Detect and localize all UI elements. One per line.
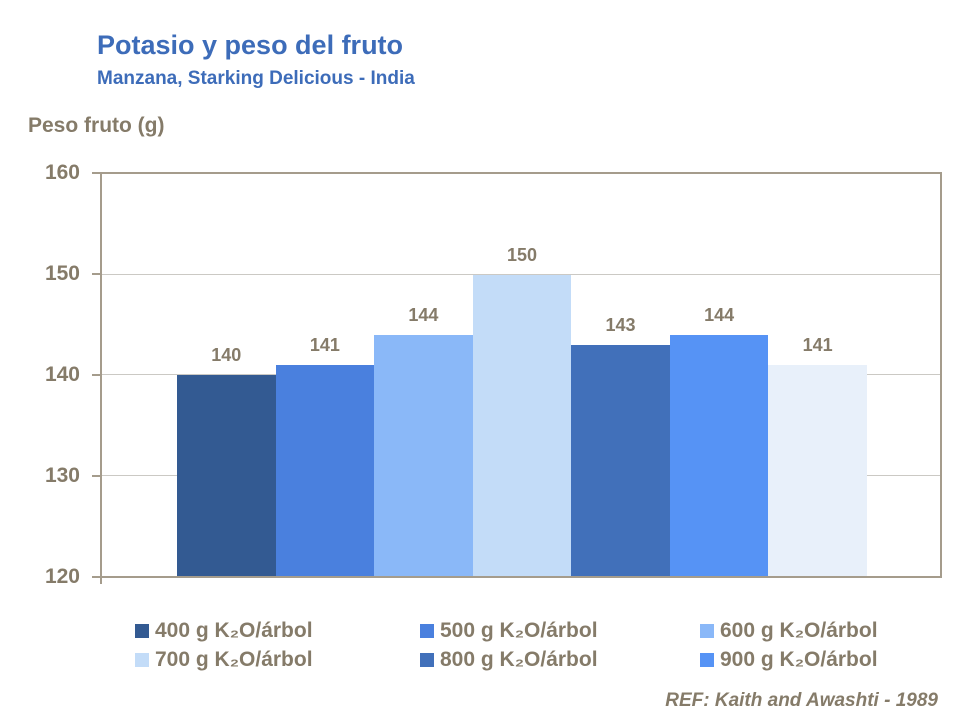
bar-600g bbox=[374, 334, 473, 576]
y-axis-label-130: 130 bbox=[44, 464, 80, 487]
y-axis-label-160: 160 bbox=[44, 161, 80, 184]
bar-value-label-1: 140 bbox=[211, 345, 242, 365]
bar-value-label-6: 144 bbox=[704, 304, 735, 325]
bar-800g bbox=[571, 344, 670, 576]
bar-400g bbox=[177, 375, 276, 576]
y-axis-label-140: 140 bbox=[44, 363, 80, 386]
legend-swatch bbox=[135, 624, 149, 638]
bar-value-label-2: 141 bbox=[309, 334, 340, 355]
bar-700g bbox=[472, 274, 572, 576]
legend-label: 400 g K₂O/árbol bbox=[155, 619, 313, 642]
gridline-150 bbox=[102, 273, 940, 275]
legend-item-400g: 400 g K₂O/árbol bbox=[135, 619, 313, 643]
legend-item-600g: 600 g K₂O/árbol bbox=[700, 619, 878, 643]
y-axis-label-150: 150 bbox=[44, 262, 80, 285]
legend-item-700g: 700 g K₂O/árbol bbox=[135, 648, 313, 672]
legend-swatch bbox=[420, 653, 434, 667]
chart-title: Potasio y peso del fruto bbox=[97, 30, 404, 60]
bar-7 bbox=[768, 364, 867, 576]
reference-text: REF: Kaith and Awashti - 1989 bbox=[665, 690, 938, 711]
legend-label: 600 g K₂O/árbol bbox=[720, 619, 878, 642]
y-axis-title: Peso fruto (g) bbox=[28, 114, 165, 137]
y-axis-tick-120 bbox=[92, 576, 100, 578]
y-axis-tick-130 bbox=[92, 475, 100, 477]
x-axis-corner-tick bbox=[100, 577, 102, 584]
y-axis-tick-160 bbox=[92, 172, 100, 174]
y-axis-tick-150 bbox=[92, 273, 100, 275]
bar-value-label-5: 143 bbox=[605, 314, 636, 335]
legend-swatch bbox=[700, 653, 714, 667]
legend-swatch bbox=[700, 624, 714, 638]
bar-500g bbox=[275, 364, 375, 576]
plot-area: 140 141 144 150 143 144 141 bbox=[100, 172, 942, 578]
chart-subtitle: Manzana, Starking Delicious - India bbox=[97, 68, 415, 89]
bar-value-label-3: 144 bbox=[408, 304, 439, 325]
legend-label: 700 g K₂O/árbol bbox=[155, 648, 313, 671]
legend-label: 500 g K₂O/árbol bbox=[440, 619, 598, 642]
legend-swatch bbox=[420, 624, 434, 638]
bar-900g bbox=[669, 334, 769, 576]
legend-label: 900 g K₂O/árbol bbox=[720, 648, 878, 671]
legend-item-800g: 800 g K₂O/árbol bbox=[420, 648, 598, 672]
y-axis-label-120: 120 bbox=[44, 565, 80, 588]
legend-item-900g: 900 g K₂O/árbol bbox=[700, 648, 878, 672]
legend-item-500g: 500 g K₂O/árbol bbox=[420, 619, 598, 643]
legend-swatch bbox=[135, 653, 149, 667]
bar-value-label-7: 141 bbox=[802, 334, 833, 355]
y-axis-tick-140 bbox=[92, 374, 100, 376]
bar-value-label-4: 150 bbox=[506, 244, 537, 265]
legend-label: 800 g K₂O/árbol bbox=[440, 648, 598, 671]
